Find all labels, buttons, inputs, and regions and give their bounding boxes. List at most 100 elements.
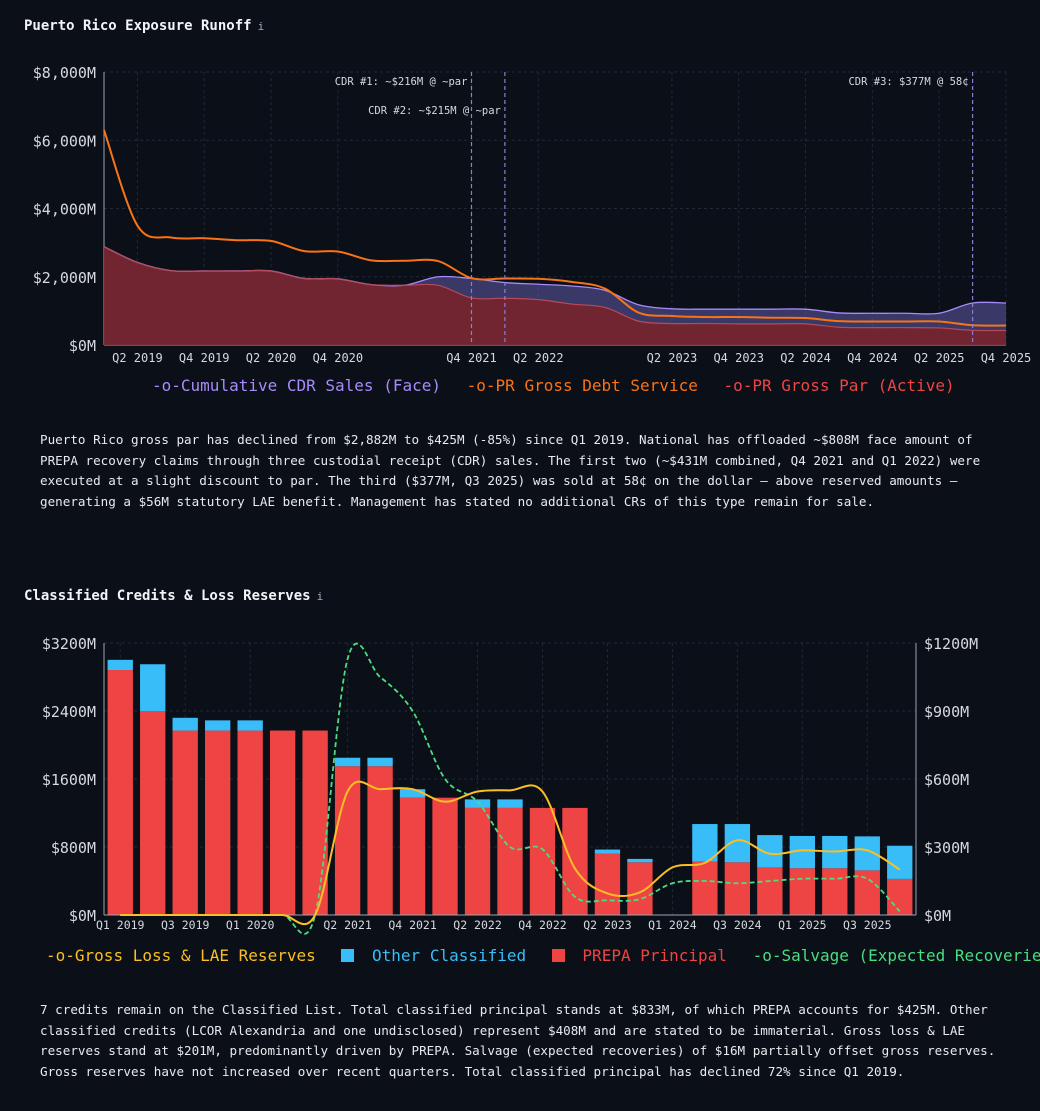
y-tick-label: $8,000M — [33, 64, 96, 82]
prepa-principal-bar — [529, 807, 556, 915]
prepa-principal-bar — [334, 766, 361, 915]
other-classified-bar — [497, 799, 523, 808]
exposure-chart-title: Puerto Rico Exposure Runoff i — [24, 18, 265, 34]
x-tick-label: Q2 2022 — [453, 918, 501, 932]
legend-gross-par[interactable]: -o-PR Gross Par (Active) — [723, 376, 955, 395]
prepa-principal-bar — [399, 797, 426, 915]
prepa-principal-bar — [107, 670, 133, 915]
other-classified-bar — [107, 659, 133, 671]
prepa-principal-bar — [432, 797, 458, 915]
legend-prepa-principal[interactable]: PREPA Principal — [551, 946, 735, 965]
x-tick-label: Q3 2025 — [843, 918, 891, 932]
other-classified-bar — [140, 664, 166, 711]
other-classified-bar — [367, 757, 393, 767]
prepa-principal-bar — [757, 867, 783, 915]
other-classified-bar — [627, 858, 653, 863]
info-icon[interactable]: i — [257, 20, 265, 33]
y-left-tick-label: $3200M — [42, 635, 96, 653]
x-tick-label: Q2 2019 — [112, 351, 163, 365]
y-right-tick-label: $0M — [924, 907, 951, 925]
exposure-description: Puerto Rico gross par has declined from … — [40, 432, 981, 509]
classified-description: 7 credits remain on the Classified List.… — [40, 1002, 996, 1079]
legend-cdr-sales[interactable]: -o-Cumulative CDR Sales (Face) — [152, 376, 441, 395]
other-classified-bar — [334, 757, 361, 767]
legend-other-classified[interactable]: Other Classified — [341, 946, 534, 965]
classified-chart-title: Classified Credits & Loss Reserves i — [24, 588, 324, 604]
x-tick-label: Q2 2023 — [583, 918, 632, 932]
cdr-annotation-label: CDR #1: ~$216M @ ~par — [335, 76, 468, 88]
legend-debt-service[interactable]: -o-PR Gross Debt Service — [466, 376, 698, 395]
x-tick-label: Q2 2022 — [513, 351, 564, 365]
prepa-principal-bar — [269, 730, 296, 915]
x-tick-label: Q2 2025 — [914, 351, 965, 365]
x-tick-label: Q1 2019 — [96, 918, 145, 932]
y-right-tick-label: $300M — [924, 839, 969, 857]
other-classified-bar — [887, 845, 913, 879]
other-classified-bar — [692, 824, 718, 862]
other-classified-bar — [724, 824, 751, 863]
other-classified-bar — [594, 849, 621, 854]
legend-gross-loss[interactable]: -o-Gross Loss & LAE Reserves — [46, 946, 316, 965]
other-classified-bar — [237, 720, 263, 731]
prepa-principal-bar — [822, 868, 848, 915]
x-tick-label: Q4 2020 — [313, 351, 364, 365]
x-tick-label: Q4 2024 — [847, 351, 898, 365]
prepa-principal-bar — [205, 730, 231, 915]
x-tick-label: Q1 2025 — [778, 918, 826, 932]
legend-salvage[interactable]: -o-Salvage (Expected Recoveries) — [752, 946, 1040, 965]
x-tick-label: Q1 2020 — [226, 918, 275, 932]
x-tick-label: Q4 2022 — [518, 918, 566, 932]
y-right-tick-label: $900M — [924, 703, 969, 721]
cdr-annotation-label: CDR #2: ~$215M @ ~par — [368, 105, 501, 117]
prepa-principal-bar — [724, 862, 751, 915]
x-tick-label: Q4 2019 — [179, 351, 230, 365]
prepa-principal-bar — [887, 878, 913, 915]
y-tick-label: $6,000M — [33, 132, 96, 150]
y-tick-label: $0M — [69, 337, 96, 355]
prepa-principal-bar — [627, 862, 653, 915]
prepa-principal-bar — [854, 870, 880, 915]
x-tick-label: Q2 2021 — [323, 918, 372, 932]
classified-legend: -o-Gross Loss & LAE Reserves Other Class… — [46, 946, 1040, 965]
other-classified-bar — [172, 717, 198, 731]
y-left-tick-label: $0M — [69, 907, 96, 925]
gross-loss-line — [120, 780, 901, 926]
y-tick-label: $4,000M — [33, 201, 96, 219]
x-tick-label: Q4 2021 — [446, 351, 497, 365]
prepa-principal-bar — [789, 868, 815, 915]
y-tick-label: $2,000M — [33, 269, 96, 287]
x-tick-label: Q3 2019 — [161, 918, 210, 932]
other-classified-bar — [205, 720, 231, 731]
y-left-tick-label: $2400M — [42, 703, 96, 721]
x-tick-label: Q4 2023 — [713, 351, 764, 365]
prepa-principal-bar — [464, 807, 491, 915]
prepa-principal-bar — [172, 730, 198, 915]
prepa-principal-bar — [140, 711, 166, 915]
gross-par-line — [103, 246, 1007, 332]
exposure-runoff-chart: $0M $2,000M $4,000M $6,000M $8,000M Q2 2019 Q4… — [33, 64, 1032, 365]
x-tick-label: Q2 2024 — [780, 351, 831, 365]
x-tick-label: Q2 2023 — [647, 351, 698, 365]
gross-par-area — [104, 246, 1006, 345]
classified-credits-chart: $0M $0M $800M $300M $1600M $600M $2400M $900M $3… — [42, 635, 978, 935]
debt-service-line — [103, 129, 1007, 327]
prepa-principal-bar — [594, 853, 621, 915]
y-right-tick-label: $1200M — [924, 635, 978, 653]
prepa-principal-bar — [367, 766, 393, 915]
prepa-principal-bar — [237, 730, 263, 915]
x-tick-label: Q3 2024 — [713, 918, 762, 932]
prepa-principal-bar — [562, 807, 588, 915]
info-icon[interactable]: i — [316, 590, 324, 603]
cdr-annotation-label: CDR #3: $377M @ 58¢ — [848, 76, 968, 88]
x-tick-label: Q4 2021 — [388, 918, 437, 932]
x-tick-label: Q4 2025 — [981, 351, 1032, 365]
y-left-tick-label: $1600M — [42, 771, 96, 789]
other-classified-bar — [464, 799, 491, 808]
prepa-principal-bar — [497, 807, 523, 915]
x-tick-label: Q2 2020 — [246, 351, 297, 365]
exposure-legend: -o-Cumulative CDR Sales (Face) -o-PR Gro… — [152, 376, 971, 395]
prepa-principal-bar — [692, 861, 718, 915]
x-tick-label: Q1 2024 — [648, 918, 697, 932]
y-left-tick-label: $800M — [51, 839, 96, 857]
other-classified-bar — [399, 789, 426, 798]
